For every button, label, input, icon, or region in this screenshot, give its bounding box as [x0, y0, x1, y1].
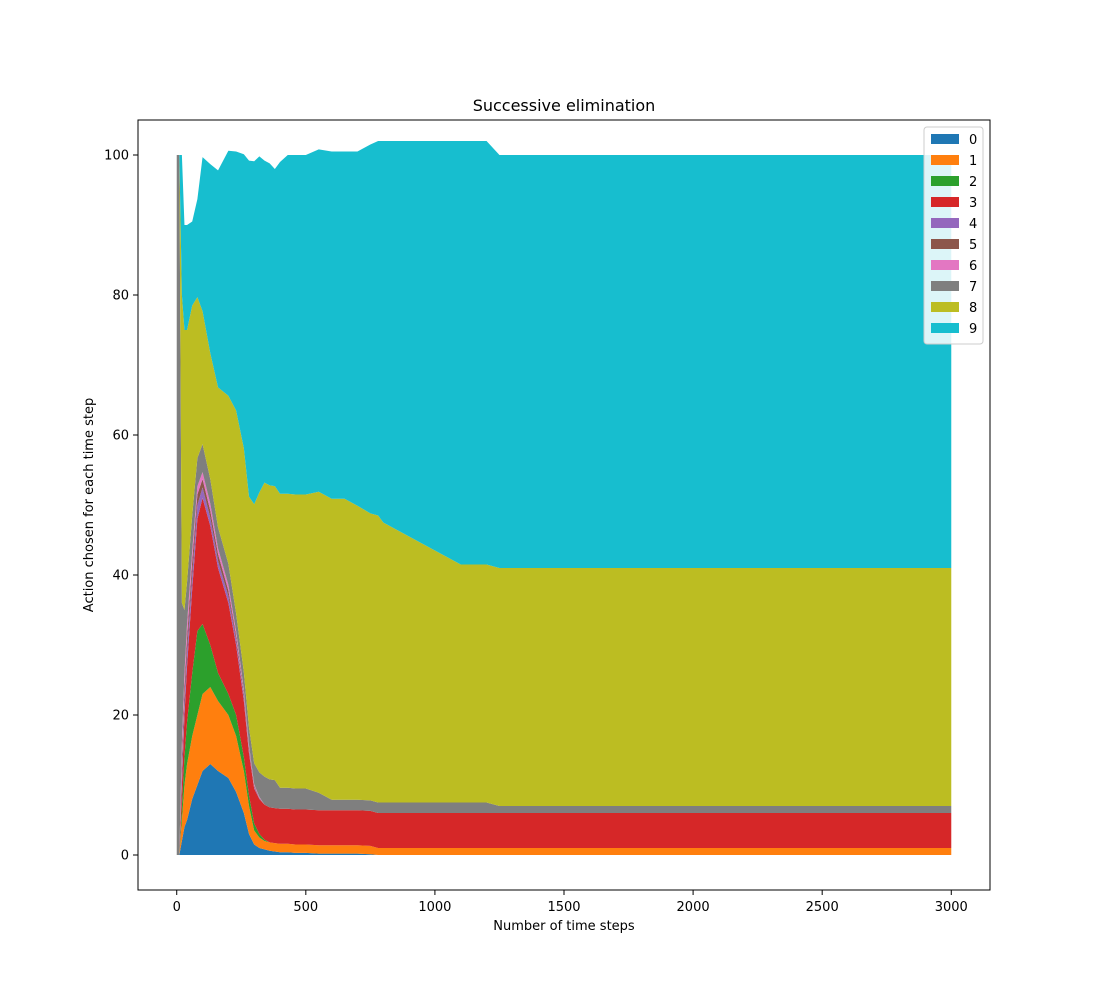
x-tick-label: 2000: [677, 900, 710, 915]
legend-swatch-5: [931, 239, 959, 249]
legend-label-8: 8: [969, 301, 977, 316]
area-series-1: [176, 687, 952, 855]
legend-swatch-2: [931, 176, 959, 186]
legend-swatch-4: [931, 218, 959, 228]
legend-label-5: 5: [969, 238, 977, 253]
area-series-3: [176, 498, 952, 855]
y-axis-label: Action chosen for each time step: [82, 398, 97, 612]
x-tick-label: 1500: [547, 900, 580, 915]
legend-label-6: 6: [969, 259, 977, 274]
y-tick-label: 100: [104, 149, 129, 164]
legend-label-2: 2: [969, 175, 977, 190]
legend-label-0: 0: [969, 133, 977, 148]
legend-label-3: 3: [969, 196, 977, 211]
area-series-0: [176, 764, 952, 855]
y-tick-label: 80: [112, 289, 129, 304]
areas-group: [176, 141, 952, 855]
legend-swatch-7: [931, 281, 959, 291]
legend-label-1: 1: [969, 154, 977, 169]
area-series-8: [176, 155, 952, 806]
legend-swatch-1: [931, 155, 959, 165]
y-tick-label: 0: [121, 849, 129, 864]
x-axis-label: Number of time steps: [493, 919, 635, 934]
x-tick-label: 3000: [935, 900, 968, 915]
legend-label-4: 4: [969, 217, 977, 232]
legend-swatch-6: [931, 260, 959, 270]
x-axis-ticks: 0 500 1000 1500 2000 2500 3000: [173, 890, 968, 915]
x-tick-label: 0: [173, 900, 181, 915]
y-tick-label: 60: [112, 429, 129, 444]
area-series-9: [176, 141, 952, 568]
legend: 0 1 2 3 4 5 6 7 8 9: [923, 126, 984, 345]
x-tick-label: 500: [293, 900, 318, 915]
y-tick-label: 40: [112, 569, 129, 584]
chart-title: Successive elimination: [473, 96, 656, 115]
legend-swatch-3: [931, 197, 959, 207]
legend-swatch-8: [931, 302, 959, 312]
x-tick-label: 2500: [806, 900, 839, 915]
legend-swatch-0: [931, 134, 959, 144]
y-axis-ticks: 0 20 40 60 80 100: [104, 149, 138, 864]
x-tick-label: 1000: [418, 900, 451, 915]
legend-label-7: 7: [969, 280, 977, 295]
legend-label-9: 9: [969, 322, 977, 337]
legend-swatch-9: [931, 323, 959, 333]
y-tick-label: 20: [112, 709, 129, 724]
